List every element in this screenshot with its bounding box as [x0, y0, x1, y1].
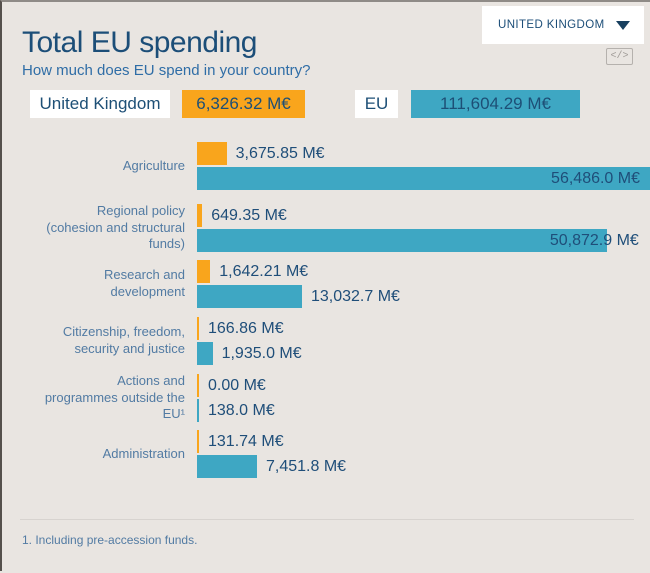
country-selector[interactable]: UNITED KINGDOM — [482, 6, 644, 44]
uk-bar-value: 649.35 M€ — [211, 207, 287, 224]
eu-bar-value: 1,935.0 M€ — [221, 345, 302, 362]
category-label: Administration — [102, 445, 185, 461]
eu-bar[interactable] — [197, 167, 650, 190]
footnote: 1. Including pre-accession funds. — [22, 533, 198, 547]
legend-country-name: United Kingdom — [30, 90, 170, 118]
uk-bar-value: 166.86 M€ — [208, 320, 284, 337]
eu-bar-value: 13,032.7 M€ — [310, 288, 400, 305]
uk-bar-value: 131.74 M€ — [208, 433, 284, 450]
category-label: Actions and programmes outside the EU¹ — [44, 372, 185, 422]
eu-bar[interactable] — [197, 455, 258, 478]
legend-country-total: 6,326.32 M€ — [182, 90, 305, 118]
uk-bar-value: 0.00 M€ — [208, 377, 266, 394]
category-label: Agriculture — [122, 157, 185, 173]
embed-code-button[interactable]: </> — [606, 48, 633, 65]
uk-bar[interactable] — [197, 317, 199, 340]
chart-row-actions-outside-eu: Actions and programmes outside the EU¹ 0… — [2, 372, 650, 422]
category-label: Research and development — [104, 267, 185, 299]
eu-bar-value: 7,451.8 M€ — [266, 458, 347, 475]
eu-bar[interactable] — [197, 399, 199, 422]
uk-bar-value: 3,675.85 M€ — [235, 145, 325, 162]
chevron-down-icon — [616, 20, 630, 30]
eu-bar[interactable] — [197, 342, 213, 365]
eu-bar[interactable] — [197, 285, 302, 308]
category-label: Citizenship, freedom, security and justi… — [62, 324, 185, 356]
chart-row-regional-policy: Regional policy (cohesion and structural… — [2, 202, 650, 252]
eu-bar-value: 50,872.9 M€ — [549, 232, 639, 249]
uk-bar-value: 1,642.21 M€ — [219, 263, 309, 280]
page-title: Total EU spending — [22, 26, 258, 59]
page-subtitle: How much does EU spend in your country? — [22, 62, 311, 79]
uk-bar[interactable] — [197, 374, 199, 397]
category-label: Regional policy (cohesion and structural… — [46, 202, 185, 252]
uk-bar[interactable] — [197, 142, 227, 165]
eu-bar-value: 138.0 M€ — [208, 402, 275, 419]
country-selector-value: UNITED KINGDOM — [498, 19, 605, 31]
chart-row-administration: Administration 131.74 M€ 7,451.8 M€ — [2, 430, 650, 478]
legend-eu-name: EU — [355, 90, 398, 118]
uk-bar[interactable] — [197, 204, 203, 227]
eu-bar[interactable] — [197, 229, 607, 252]
chart-row-research: Research and development 1,642.21 M€ 13,… — [2, 260, 650, 308]
chart-row-citizenship: Citizenship, freedom, security and justi… — [2, 317, 650, 365]
eu-bar-value: 56,486.0 M€ — [551, 170, 640, 187]
legend: United Kingdom 6,326.32 M€ EU 111,604.29… — [30, 90, 580, 118]
legend-eu-total: 111,604.29 M€ — [411, 90, 580, 118]
chart-row-agriculture: Agriculture 3,675.85 M€ 56,486.0 M€ — [2, 142, 650, 190]
uk-bar[interactable] — [197, 260, 211, 283]
footer-divider — [20, 519, 634, 520]
uk-bar[interactable] — [197, 430, 199, 453]
